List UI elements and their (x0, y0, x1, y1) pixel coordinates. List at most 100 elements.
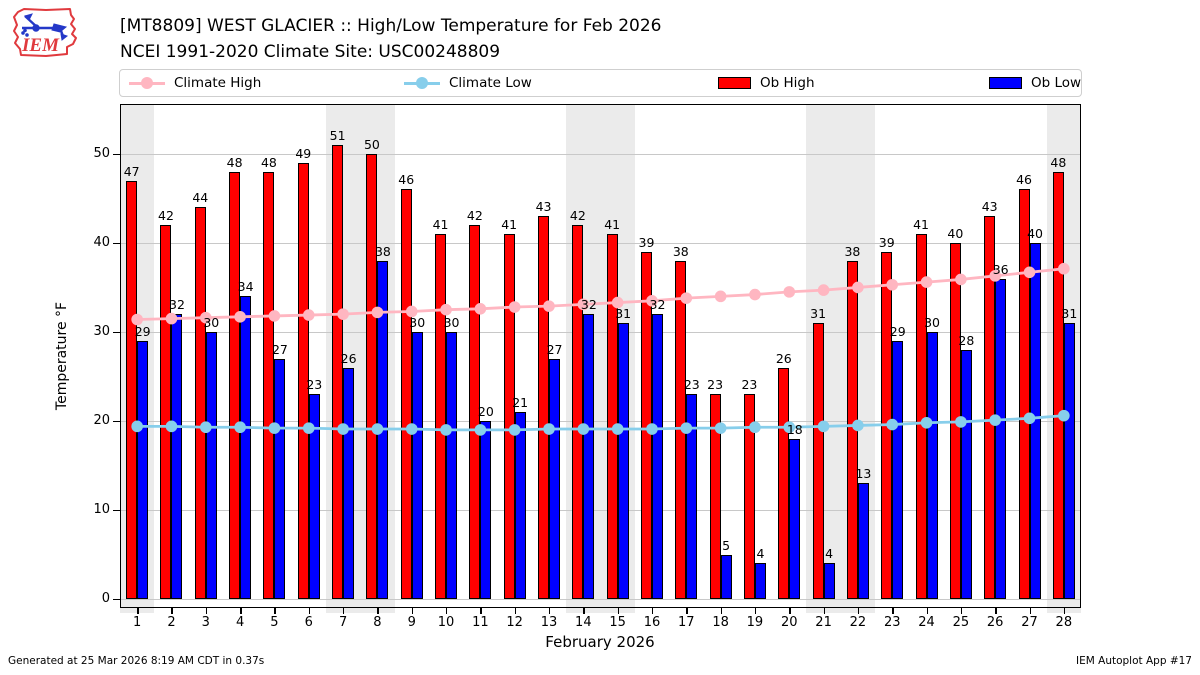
y-tick-label: 40 (93, 234, 110, 250)
climate-high-marker (200, 311, 212, 324)
ob-high-bar (263, 171, 275, 600)
y-tick (113, 242, 120, 245)
ob-high-value-label: 43 (981, 199, 998, 215)
climate-low-marker (920, 416, 933, 429)
ob-low-bar (343, 367, 355, 600)
climate-low-line-swatch (404, 77, 440, 89)
ob-high-value-label: 48 (226, 154, 243, 170)
ob-high-bar (812, 323, 824, 600)
gridline (120, 331, 1081, 333)
ob-low-value-label: 5 (722, 537, 731, 553)
x-tick (137, 608, 139, 614)
x-tick-label: 12 (506, 615, 523, 630)
ob-high-value-label: 46 (398, 172, 415, 188)
ob-high-bar (743, 394, 755, 600)
x-tick (446, 608, 448, 614)
ob-high-value-label: 49 (295, 145, 312, 161)
climate-high-marker (852, 281, 864, 294)
plot-area: 47 29 42 32 44 30 48 34 48 27 49 23 51 26 50 38 46 30 41 30… (120, 104, 1082, 613)
x-tick (651, 608, 654, 614)
climate-low-marker (783, 421, 796, 434)
ob-low-value-label: 29 (889, 323, 906, 339)
grid-layer (120, 104, 1081, 608)
spines-layer (120, 104, 1082, 609)
x-tick-label: 8 (373, 615, 382, 630)
x-tick (857, 608, 860, 614)
x-tick-label: 13 (540, 615, 558, 630)
ob-low-bar (720, 554, 732, 600)
ob-high-bar (984, 216, 996, 600)
ob-high-bar (469, 225, 481, 600)
climate-low-marker (337, 423, 349, 435)
x-tick-label: 25 (952, 615, 970, 630)
y-tick-label: 10 (93, 502, 110, 518)
ob-low-value-label: 27 (271, 341, 288, 357)
x-tick (754, 608, 757, 614)
legend-label: Ob High (760, 75, 815, 91)
climate-high-marker (817, 284, 830, 296)
ob-low-value-label: 32 (649, 297, 666, 313)
ob-low-bar (754, 563, 766, 600)
x-tick (583, 608, 585, 614)
chart-title: [MT8809] WEST GLACIER :: High/Low Temper… (120, 16, 662, 36)
ob-low-value-label: 34 (237, 279, 254, 295)
climate-low-marker (405, 423, 418, 435)
climate-high-marker (1023, 266, 1036, 279)
ob-low-bar (514, 412, 526, 600)
climate-low-marker (817, 420, 830, 433)
ob-low-bar (892, 340, 904, 600)
climate-low-marker-swatch (416, 77, 428, 89)
ob-high-bar (332, 144, 344, 600)
weather-vane-icon (21, 13, 69, 41)
climate-high-marker (440, 303, 452, 316)
ob-low-bar (960, 349, 972, 600)
y-tick-label: 0 (101, 591, 110, 607)
x-tick (171, 608, 173, 614)
ob-low-value-label: 32 (580, 297, 597, 313)
climate-low-marker (577, 423, 590, 435)
climate-high-marker (543, 300, 555, 312)
legend: Climate High Climate Low Ob High Ob Low (119, 69, 1082, 97)
spine-left (120, 104, 122, 608)
ob-low-value-label: 23 (306, 377, 323, 393)
climate-high-marker (886, 278, 899, 291)
ob-high-value-label: 39 (878, 234, 895, 250)
ob-high-bar (400, 189, 412, 600)
climate-high-marker (680, 292, 693, 304)
x-tick (308, 608, 311, 614)
legend-item-climate-high: Climate High (129, 70, 261, 96)
climate-high-marker (371, 306, 384, 319)
ob-low-bar (857, 483, 869, 600)
x-tick (1063, 608, 1066, 614)
climate-high-marker (234, 311, 246, 323)
x-tick-label: 10 (437, 615, 455, 630)
ob-high-bar (572, 225, 584, 600)
ob-high-value-label: 46 (1016, 172, 1032, 188)
ob-high-bar (160, 225, 172, 600)
x-tick (720, 608, 723, 614)
ob-low-value-label: 36 (992, 261, 1009, 277)
climate-low-marker (749, 421, 761, 434)
ob-high-value-label: 40 (947, 225, 964, 241)
x-tick (240, 608, 242, 614)
x-tick (205, 608, 208, 614)
climate-high-line (137, 267, 1064, 321)
climate-high-marker (611, 296, 624, 309)
ob-low-value-label: 32 (169, 297, 185, 313)
legend-label: Ob Low (1031, 75, 1082, 91)
ob-low-bar (274, 358, 286, 600)
ob-high-value-label: 38 (844, 243, 861, 259)
generated-at-text: Generated at 25 Mar 2026 8:19 AM CDT in … (8, 655, 265, 667)
ob-high-bar (538, 216, 550, 600)
ob-high-bar (606, 234, 618, 600)
ob-low-value-label: 20 (477, 404, 494, 419)
ob-high-value-label: 44 (192, 190, 209, 206)
climate-high-marker (955, 273, 967, 286)
gridline (120, 153, 1081, 155)
x-tick (926, 608, 928, 614)
ob-high-bar (503, 234, 515, 600)
ob-low-value-label: 30 (443, 314, 460, 330)
ob-high-value-label: 42 (466, 208, 483, 224)
legend-item-ob-high: Ob High (718, 70, 815, 96)
x-tick (823, 608, 825, 614)
